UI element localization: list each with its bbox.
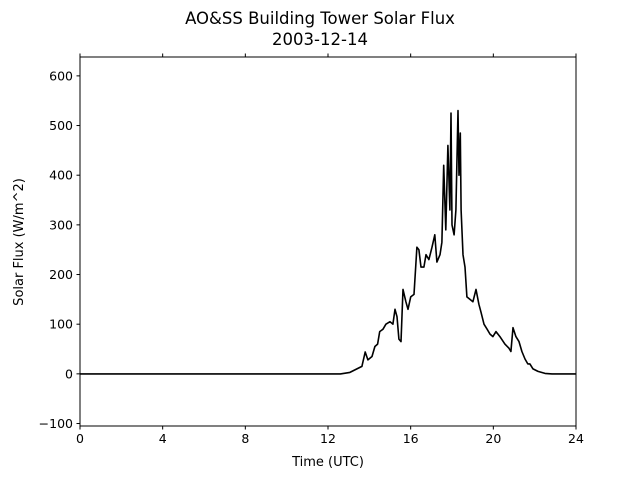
x-tick-label: 0 xyxy=(76,431,84,446)
series-line-solar-flux xyxy=(80,109,576,375)
x-tick-label: 24 xyxy=(568,431,584,446)
x-tick-label: 8 xyxy=(241,431,249,446)
y-tick-label: 600 xyxy=(49,68,73,83)
y-tick-label: 400 xyxy=(49,168,73,183)
x-tick-label: 12 xyxy=(320,431,336,446)
x-tick-label: 16 xyxy=(403,431,419,446)
chart-subtitle: 2003-12-14 xyxy=(272,30,368,49)
y-tick-label: −100 xyxy=(39,416,73,431)
y-tick-label: 500 xyxy=(49,118,73,133)
y-tick-label: 100 xyxy=(49,317,73,332)
y-axis-label: Solar Flux (W/m^2) xyxy=(12,178,27,306)
x-tick-label: 20 xyxy=(485,431,501,446)
y-tick-label: 0 xyxy=(65,366,73,381)
y-tick-label: 200 xyxy=(49,267,73,282)
y-tick-label: 300 xyxy=(49,217,73,232)
x-axis-label: Time (UTC) xyxy=(291,455,364,470)
chart-title: AO&SS Building Tower Solar Flux xyxy=(185,9,455,28)
x-tick-label: 4 xyxy=(159,431,167,446)
axes-frame xyxy=(79,56,577,427)
